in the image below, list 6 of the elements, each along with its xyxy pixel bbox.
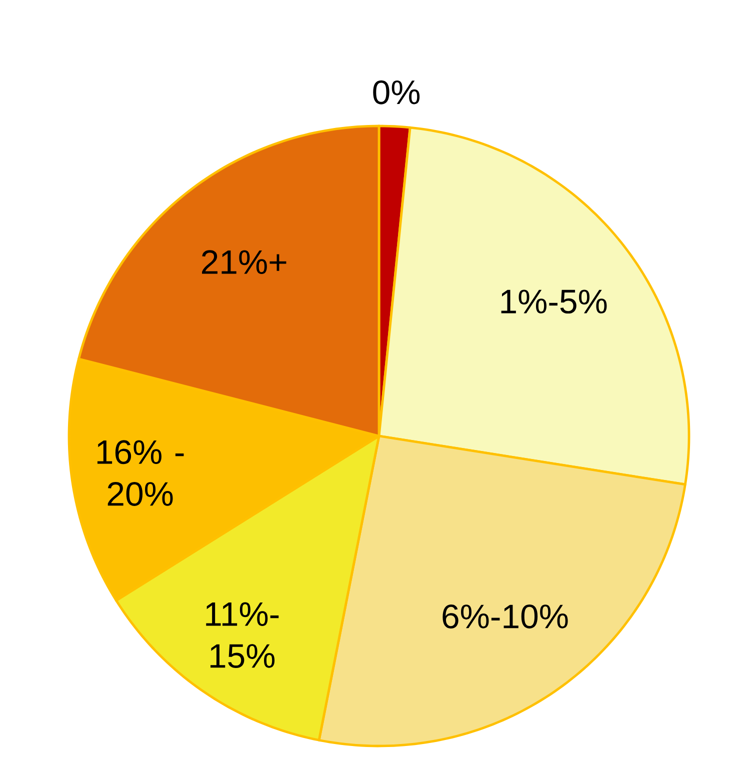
slice-label: 0% — [373, 80, 420, 104]
slice-label: 16% - 20% — [97, 440, 184, 506]
slice-label: 11%-15% — [206, 602, 279, 668]
slice-label: 1%-5% — [501, 290, 607, 314]
slice-label: 21%+ — [202, 250, 286, 274]
slice-label: 6%-10% — [442, 604, 568, 628]
